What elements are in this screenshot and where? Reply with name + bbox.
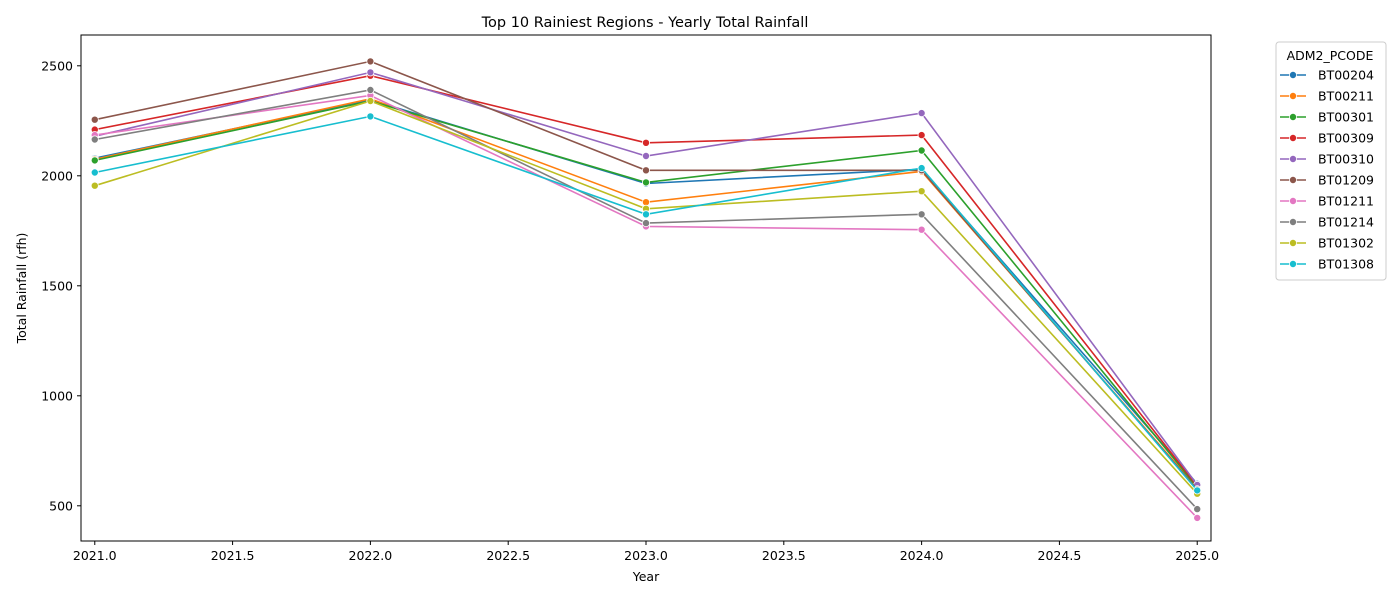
data-point-BT00211-2023: [642, 198, 651, 207]
legend-marker-swatch: [1289, 154, 1298, 163]
legend-marker-swatch: [1289, 113, 1298, 122]
x-tick-label: 2023.5: [762, 548, 806, 563]
data-point-BT01211-2025: [1193, 513, 1202, 522]
legend-title: ADM2_PCODE: [1287, 48, 1374, 63]
legend: ADM2_PCODE BT00204 BT00211 BT00301 BT00309 B…: [1275, 41, 1387, 281]
series-BT01214: [90, 86, 1202, 514]
series-line-BT00309: [94, 74, 1198, 487]
data-point-BT01302-2022: [366, 97, 375, 106]
x-axis-label: Year: [632, 569, 660, 584]
series-BT01302: [90, 97, 1202, 498]
legend-label: BT01308: [1318, 257, 1374, 272]
data-point-BT01214-2022: [366, 86, 375, 95]
data-point-BT01308-2021: [90, 168, 99, 177]
legend-item-BT01214: BT01214: [1280, 215, 1374, 230]
legend-label: BT00204: [1318, 68, 1374, 83]
legend-item-BT00211: BT00211: [1280, 89, 1374, 104]
data-point-BT01308-2025: [1193, 486, 1202, 495]
series-BT01308: [90, 112, 1202, 495]
data-point-BT00310-2024: [917, 109, 926, 118]
chart-title: Top 10 Rainiest Regions - Yearly Total R…: [481, 15, 809, 31]
data-point-BT01211-2024: [917, 225, 926, 234]
legend-item-BT01211: BT01211: [1280, 194, 1374, 209]
x-tick-label: 2024.5: [1038, 548, 1082, 563]
y-tick-label: 1500: [41, 278, 73, 293]
x-tick-label: 2022.0: [349, 548, 393, 563]
legend-label: BT01209: [1318, 173, 1374, 188]
legend-item-BT00204: BT00204: [1280, 68, 1374, 83]
x-tick-label: 2025.0: [1175, 548, 1219, 563]
x-tick-label: 2024.0: [900, 548, 944, 563]
legend-marker-swatch: [1289, 175, 1298, 184]
legend-label: BT01214: [1318, 215, 1374, 230]
y-tick-label: 1000: [41, 388, 73, 403]
data-point-BT01214-2024: [917, 210, 926, 219]
data-point-BT01209-2022: [366, 57, 375, 66]
data-point-BT01209-2023: [642, 166, 651, 175]
legend-label: BT00301: [1318, 110, 1374, 125]
legend-label: BT00211: [1318, 89, 1374, 104]
data-point-BT01214-2021: [90, 135, 99, 144]
data-point-BT00301-2023: [642, 178, 651, 187]
x-tick-label: 2022.5: [486, 548, 530, 563]
data-point-BT01302-2024: [917, 187, 926, 196]
legend-item-BT00310: BT00310: [1280, 152, 1374, 167]
legend-marker-swatch: [1289, 217, 1298, 226]
data-point-BT00309-2023: [642, 138, 651, 147]
data-point-BT00310-2022: [366, 68, 375, 77]
legend-label: BT00310: [1318, 152, 1374, 167]
legend-label: BT00309: [1318, 131, 1374, 146]
x-tick-label: 2021.0: [73, 548, 117, 563]
data-point-BT01302-2021: [90, 181, 99, 190]
legend-marker-swatch: [1289, 92, 1298, 101]
data-point-BT01214-2025: [1193, 505, 1202, 514]
data-point-BT01308-2022: [366, 112, 375, 121]
legend-marker-swatch: [1289, 71, 1298, 80]
legend-item-BT00309: BT00309: [1280, 131, 1374, 146]
data-point-BT00301-2021: [90, 156, 99, 165]
y-tick-label: 2000: [41, 168, 73, 183]
series-BT00309: [90, 71, 1202, 490]
legend-label: BT01302: [1318, 236, 1374, 251]
data-point-BT01209-2021: [90, 115, 99, 124]
legend-marker-swatch: [1289, 133, 1298, 142]
x-tick-label: 2021.5: [211, 548, 255, 563]
data-point-BT01308-2023: [642, 210, 651, 219]
data-point-BT00301-2024: [917, 146, 926, 155]
data-point-BT01308-2024: [917, 164, 926, 173]
data-point-BT00310-2023: [642, 151, 651, 160]
legend-marker-swatch: [1289, 259, 1298, 268]
data-point-BT01214-2023: [642, 219, 651, 228]
legend-marker-swatch: [1289, 196, 1298, 205]
y-tick-label: 2500: [41, 58, 73, 73]
legend-item-BT01209: BT01209: [1280, 173, 1374, 188]
legend-label: BT01211: [1318, 194, 1374, 209]
y-tick-label: 500: [49, 498, 73, 513]
y-axis-label: Total Rainfall (rfh): [14, 233, 29, 345]
data-point-BT00309-2024: [917, 131, 926, 140]
legend-frame: [1275, 41, 1387, 281]
legend-marker-swatch: [1289, 238, 1298, 247]
legend-item-BT00301: BT00301: [1280, 110, 1374, 125]
x-tick-label: 2023.0: [624, 548, 668, 563]
legend-item-BT01308: BT01308: [1280, 257, 1374, 272]
legend-item-BT01302: BT01302: [1280, 236, 1374, 251]
